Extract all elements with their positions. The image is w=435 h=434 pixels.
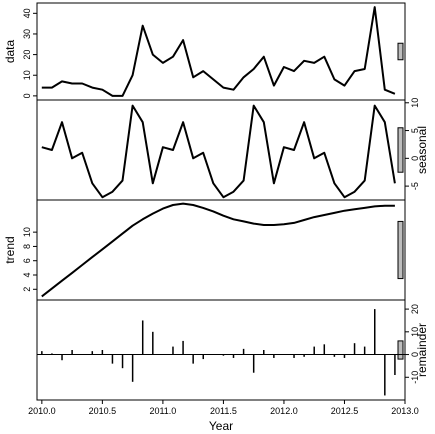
ytick-label-seasonal: 0 [410,156,420,161]
ytick-label-trend: 2 [22,287,32,292]
x-axis-title: Year [209,419,233,433]
scale-bar-seasonal [397,127,404,173]
ytick-label-remainder: 0 [410,352,420,357]
series-line-trend [41,202,395,298]
scale-bar-data [397,42,404,61]
scale-bar-trend [397,220,404,280]
ytick-label-trend: 8 [22,244,32,249]
ytick-label-remainder: 20 [410,304,420,314]
panel-frame-seasonal [36,99,406,201]
ytick-label-data: 40 [22,8,32,18]
ytick-label-data: 30 [22,29,32,39]
xtick-label: 2012.0 [270,406,298,416]
ytick-label-trend: 10 [22,227,32,237]
panel-label-remainder: remainder [415,323,429,377]
series-line-data [41,6,396,97]
ytick-label-data: 20 [22,50,32,60]
ytick-label-remainder: 10 [410,327,420,337]
ytick-label-seasonal: 5 [410,128,420,133]
xtick-label: 2013.0 [391,406,419,416]
ytick-label-data: 0 [22,93,32,98]
xtick-label: 2010.0 [28,406,56,416]
panel-label-trend: trend [3,236,17,263]
ytick-label-trend: 6 [22,258,32,263]
panel-frame-remainder [36,299,406,401]
xtick-label: 2011.0 [149,406,176,416]
xtick-label: 2010.5 [89,406,117,416]
ytick-label-remainder: -10 [410,371,420,384]
ytick-label-seasonal: -5 [410,182,420,190]
ytick-label-trend: 4 [22,272,32,277]
series-line-seasonal [41,104,396,199]
scale-bar-remainder [397,340,404,360]
ytick-label-seasonal: 10 [410,98,420,108]
ytick-label-data: 10 [22,70,32,80]
xtick-label: 2012.5 [331,406,359,416]
xtick-label: 2011.5 [210,406,237,416]
panel-label-data: data [3,39,17,63]
panel-label-seasonal: seasonal [415,126,429,174]
